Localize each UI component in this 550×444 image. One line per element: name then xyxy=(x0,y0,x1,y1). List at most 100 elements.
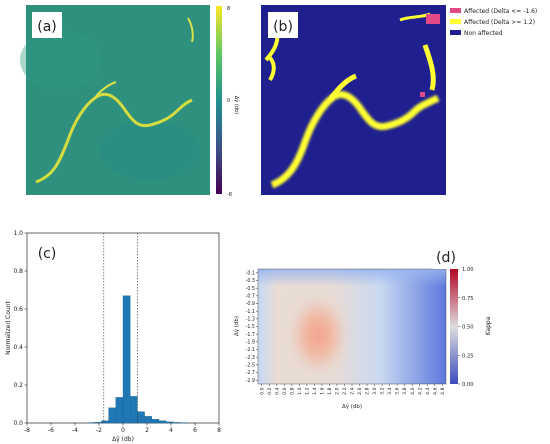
hm-y-tick-label: -2.1 xyxy=(246,347,255,353)
panel-d-colorbar xyxy=(450,269,458,384)
hist-bar xyxy=(94,422,102,424)
x-tick-label: 0 xyxy=(121,427,125,434)
hist-bar xyxy=(166,421,174,424)
hm-x-tick-label: 2.0 xyxy=(335,387,341,394)
panel-d-colorbar-label: Kappa xyxy=(485,316,492,335)
y-tick-label: 0.4 xyxy=(13,344,23,351)
hm-x-tick-label: 0.8 xyxy=(289,387,295,394)
hm-x-tick-label: 4.4 xyxy=(425,387,431,394)
hm-y-tick-label: -0.9 xyxy=(246,301,255,307)
hm-x-tick-label: 3.2 xyxy=(380,387,386,394)
panel-d-xlabel: Δγ̂ (db) xyxy=(342,404,362,410)
hist-bar xyxy=(122,295,131,424)
panel-d-ylabel: Δγ̂ (db) xyxy=(234,316,240,336)
x-tick-label: -8 xyxy=(24,427,30,434)
hist-bar xyxy=(144,416,152,424)
hm-x-tick-label: 3.4 xyxy=(387,387,393,394)
hist-bar xyxy=(137,411,145,424)
y-tick-label: 0.8 xyxy=(13,268,23,275)
hm-x-tick-label: 4.2 xyxy=(417,387,423,394)
panel-d-colorbar-ticks: 1.00 0.75 0.50 0.25 0.00 xyxy=(458,267,474,388)
hm-x-tick-label: 4.0 xyxy=(410,387,416,394)
hist-bar xyxy=(101,420,109,424)
panel-d-label: (d) xyxy=(436,250,456,266)
hm-x-tick-label: 3.0 xyxy=(372,387,378,394)
hist-bar xyxy=(158,420,167,424)
panel-a-cbar-tick-mid: 0 xyxy=(227,98,230,104)
panel-a: (a) 8 0 -8 Δγ̂ (db) xyxy=(20,5,239,198)
x-tick-label: -6 xyxy=(48,427,54,434)
hm-x-tick-label: 2.6 xyxy=(357,387,363,394)
hm-x-tick-label: 1.6 xyxy=(320,387,326,394)
legend-swatch-pos xyxy=(450,19,461,24)
panel-c-x-ticks: -8 -6 -4 -2 0 2 4 6 8 xyxy=(24,423,221,434)
cbar-tick-label: 1.00 xyxy=(462,267,474,273)
hm-x-tick-label: 1.8 xyxy=(327,387,333,394)
panel-a-cbar-tick-top: 8 xyxy=(227,6,230,12)
cbar-tick-label: 0.50 xyxy=(462,325,474,331)
legend-swatch-non xyxy=(450,30,461,35)
hm-y-tick-label: -0.7 xyxy=(246,294,255,300)
hm-y-tick-label: -2.7 xyxy=(246,370,255,376)
panel-c-bars xyxy=(86,295,188,424)
hm-x-tick-label: 2.2 xyxy=(342,387,348,394)
panel-d-y-ticks: -0.1-0.3 -0.5 -0.7-0.9 -1.1 -1.3-1.5 -1.7 -1.9… xyxy=(246,271,258,384)
hist-bar xyxy=(173,422,181,424)
panel-a-label: (a) xyxy=(37,19,57,35)
panel-b: (b) Affected (Delta <= -1.6) Affected (D… xyxy=(261,5,537,195)
hm-x-tick-label: 1.2 xyxy=(304,387,310,394)
panel-d-x-ticks: 0.0 0.2 0.4 0.6 0.8 1.0 1.2 1.4 1.6 1.8 2.0 2.2 2.4 2… xyxy=(259,384,446,395)
y-tick-label: 1.0 xyxy=(13,230,23,237)
hm-x-tick-label: 0.6 xyxy=(282,387,288,394)
hm-x-tick-label: 3.8 xyxy=(402,387,408,394)
panel-a-colorbar xyxy=(216,6,222,194)
legend-swatch-neg xyxy=(450,8,461,13)
panel-c-y-ticks: 0.0 0.2 0.4 0.6 0.8 1.0 xyxy=(13,230,27,427)
hist-bar xyxy=(130,396,138,424)
legend-label-non: Non affected xyxy=(464,30,503,37)
panel-b-legend: Affected (Delta <= -1.6) Affected (Delta… xyxy=(450,8,537,37)
y-tick-label: 0.2 xyxy=(13,382,23,389)
hm-y-tick-label: -0.1 xyxy=(246,271,255,277)
panel-c-ylabel: Normalized Count xyxy=(5,300,12,354)
hm-x-tick-label: 4.6 xyxy=(432,387,438,394)
hm-y-tick-label: -1.9 xyxy=(246,340,255,346)
hm-x-tick-label: 0.0 xyxy=(259,387,265,394)
affected-pos-river xyxy=(270,91,440,189)
hm-x-tick-label: 2.8 xyxy=(365,387,371,394)
hm-x-tick-label: 0.2 xyxy=(267,387,273,394)
legend-label-pos: Affected (Delta >= 1.2) xyxy=(464,19,535,26)
panel-a-cbar-tick-bottom: -8 xyxy=(227,192,232,198)
x-tick-label: 8 xyxy=(217,427,221,434)
panel-a-cbar-label: Δγ̂ (db) xyxy=(233,96,239,114)
x-tick-label: 2 xyxy=(145,427,149,434)
y-tick-label: 0.6 xyxy=(13,306,23,313)
panel-b-label: (b) xyxy=(273,19,293,35)
hist-bar xyxy=(115,397,124,424)
legend-label-neg: Affected (Delta <= -1.6) xyxy=(464,8,537,15)
hm-x-tick-label: 4.8 xyxy=(440,387,446,394)
x-tick-label: -4 xyxy=(72,427,78,434)
hm-x-tick-label: 1.0 xyxy=(297,387,303,394)
hm-y-tick-label: -2.5 xyxy=(246,363,255,369)
hm-x-tick-label: 1.4 xyxy=(312,387,318,394)
river-path-a xyxy=(35,92,193,184)
x-tick-label: 6 xyxy=(193,427,197,434)
cbar-tick-label: 0.75 xyxy=(462,296,474,302)
x-tick-label: -2 xyxy=(96,427,102,434)
hm-y-tick-label: -1.7 xyxy=(246,332,255,338)
panel-d: 0.0 0.2 0.4 0.6 0.8 1.0 1.2 1.4 1.6 1.8 2.0 2.2 2.4 2… xyxy=(234,243,492,410)
hist-bar xyxy=(151,419,160,424)
hm-y-tick-label: -2.3 xyxy=(246,355,255,361)
hm-x-tick-label: 0.4 xyxy=(274,387,280,394)
cbar-tick-label: 0.25 xyxy=(462,353,474,359)
hm-y-tick-label: -0.5 xyxy=(246,286,255,292)
hm-x-tick-label: 3.6 xyxy=(395,387,401,394)
y-tick-label: 0.0 xyxy=(13,420,23,427)
hm-y-tick-label: -1.5 xyxy=(246,324,255,330)
hm-y-tick-label: -0.3 xyxy=(246,278,255,284)
panel-c: -8 -6 -4 -2 0 2 4 6 8 0.0 0.2 0.4 0.6 0.8 1.0 (c) Δγ̂… xyxy=(5,230,221,443)
panel-c-xlabel: Δγ̂ (db) xyxy=(112,436,134,443)
hm-x-tick-label: 2.4 xyxy=(350,387,356,394)
